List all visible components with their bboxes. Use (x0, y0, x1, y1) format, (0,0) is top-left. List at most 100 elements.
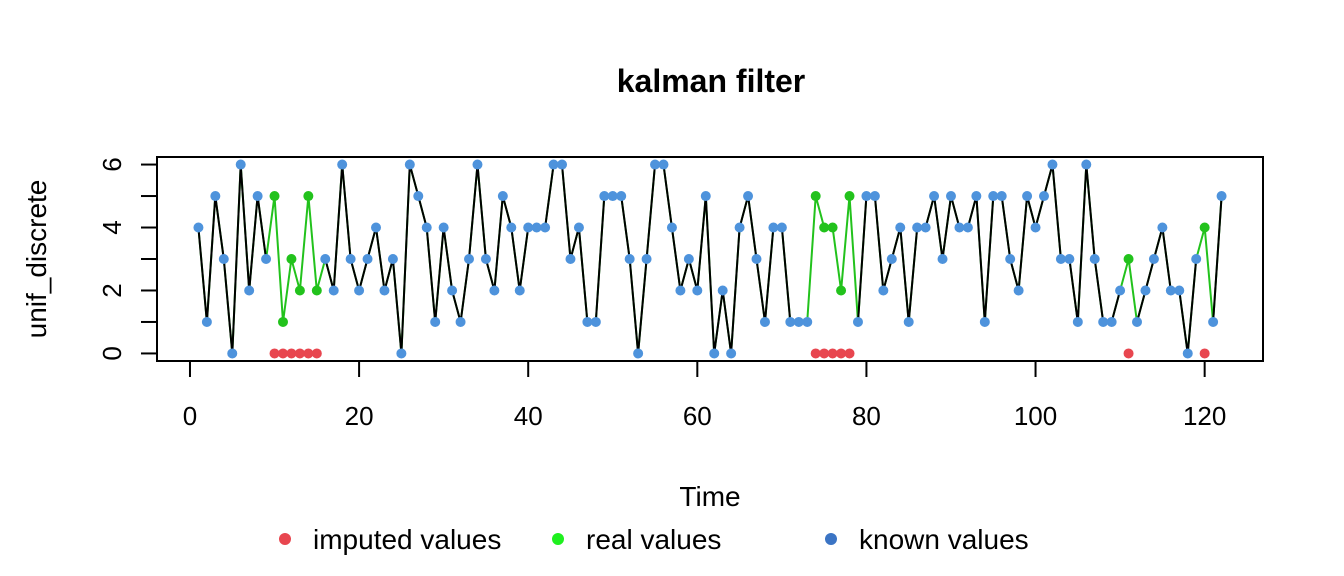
imputed-value-point (311, 348, 322, 359)
known-value-point (675, 285, 686, 296)
y-axis-label: unif_discrete (21, 180, 52, 339)
x-tick-label: 120 (1183, 401, 1226, 431)
imputed-value-point (294, 348, 305, 359)
y-tick-label: 0 (97, 346, 127, 360)
known-value-point (1216, 191, 1227, 202)
imputed-value-point (286, 348, 297, 359)
known-value-point (320, 254, 331, 264)
imputed-value-point (827, 348, 838, 359)
known-value-point (582, 316, 593, 327)
known-value-point (244, 285, 255, 296)
imputed-value-point (810, 348, 821, 359)
known-value-point (193, 222, 204, 233)
known-value-point (396, 348, 407, 359)
known-value-point (1174, 285, 1185, 296)
known-value-point (785, 316, 796, 327)
known-value-point (210, 191, 221, 202)
known-value-point (920, 222, 931, 233)
known-value-point (404, 159, 415, 170)
known-value-point (430, 316, 441, 327)
chart-title: kalman filter (617, 63, 806, 99)
imputed-value-point (303, 348, 314, 359)
known-value-point (945, 191, 956, 202)
known-value-point (261, 254, 272, 264)
known-value-point (996, 191, 1007, 202)
known-value-point (218, 254, 229, 264)
real-value-point (277, 316, 288, 327)
known-value-point (962, 222, 973, 233)
imputed-value-point (1199, 348, 1210, 359)
known-values-line (1136, 227, 1198, 354)
known-values-line (857, 164, 1122, 323)
x-tick-label: 0 (183, 401, 197, 431)
known-value-point (1182, 348, 1193, 359)
x-tick-label: 20 (345, 401, 374, 431)
known-value-point (227, 348, 238, 359)
x-tick-label: 100 (1014, 401, 1057, 431)
known-value-point (683, 254, 694, 264)
imputed-value-point (269, 348, 280, 359)
known-value-point (506, 222, 517, 233)
x-tick-label: 40 (514, 401, 543, 431)
known-value-point (480, 254, 491, 264)
known-value-point (1055, 254, 1066, 264)
known-value-point (1132, 316, 1143, 327)
known-value-point (345, 254, 356, 264)
known-value-point (979, 316, 990, 327)
known-value-point (523, 222, 534, 233)
legend-label: real values (586, 524, 721, 555)
known-value-point (1148, 254, 1159, 264)
known-value-point (201, 316, 212, 327)
known-value-point (1005, 254, 1016, 264)
legend-marker (552, 533, 564, 545)
known-value-point (413, 191, 424, 202)
y-tick-label: 6 (97, 157, 127, 171)
x-axis-label: Time (679, 481, 740, 512)
known-value-point (903, 316, 914, 327)
real-value-point (827, 222, 838, 233)
known-value-point (852, 316, 863, 327)
known-value-point (421, 222, 432, 233)
imputed-value-point (844, 348, 855, 359)
real-value-point (303, 191, 314, 202)
known-value-point (878, 285, 889, 296)
known-value-point (337, 159, 348, 170)
x-tick-label: 60 (683, 401, 712, 431)
known-value-point (371, 222, 382, 233)
known-value-point (1191, 254, 1202, 264)
real-value-point (810, 191, 821, 202)
known-value-point (869, 191, 880, 202)
known-value-point (514, 285, 525, 296)
legend-label: imputed values (313, 524, 501, 555)
legend: imputed values real values known values (279, 524, 1029, 555)
real-value-point (844, 191, 855, 202)
known-value-point (1165, 285, 1176, 296)
known-value-point (328, 285, 339, 296)
y-axis: 0 2 4 6 (97, 157, 158, 361)
known-value-point (650, 159, 661, 170)
real-value-point (1199, 222, 1210, 233)
known-value-point (1047, 159, 1058, 170)
real-value-point (311, 285, 322, 296)
known-value-point (759, 316, 770, 327)
known-value-point (937, 254, 948, 264)
known-value-point (1038, 191, 1049, 202)
known-value-point (616, 191, 627, 202)
known-value-point (633, 348, 644, 359)
known-value-point (861, 191, 872, 202)
known-value-point (1098, 316, 1109, 327)
known-value-point (472, 159, 483, 170)
known-value-point (590, 316, 601, 327)
real-value-point (1123, 254, 1134, 264)
known-value-point (751, 254, 762, 264)
known-value-point (557, 159, 568, 170)
imputed-value-point (277, 348, 288, 359)
known-value-point (565, 254, 576, 264)
legend-item: known values (825, 524, 1029, 555)
known-value-point (464, 254, 475, 264)
known-value-point (971, 191, 982, 202)
imputed-value-point (819, 348, 830, 359)
real-value-point (294, 285, 305, 296)
known-value-point (988, 191, 999, 202)
known-value-point (1013, 285, 1024, 296)
